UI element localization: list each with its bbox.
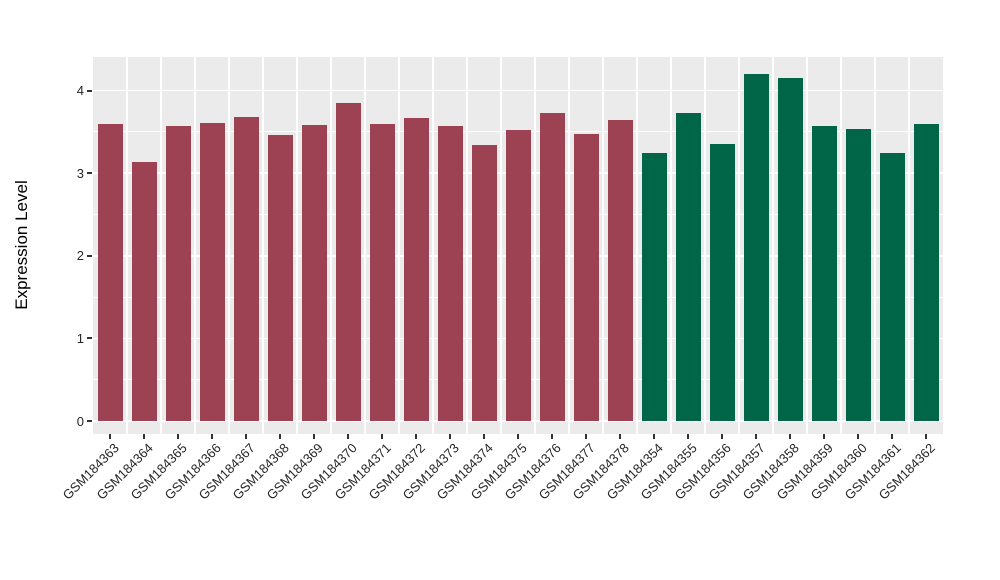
bar-GSM184369 bbox=[301, 125, 327, 421]
bar-GSM184374 bbox=[471, 145, 497, 421]
bar-GSM184376 bbox=[539, 112, 565, 421]
bar-GSM184378 bbox=[607, 119, 633, 421]
y-tick-mark bbox=[87, 420, 92, 422]
x-tick-mark bbox=[347, 434, 349, 439]
bar-GSM184367 bbox=[233, 117, 259, 421]
bar-GSM184354 bbox=[641, 153, 667, 421]
x-minor-gridline bbox=[840, 57, 842, 434]
y-axis-title-text: Expression Level bbox=[12, 180, 31, 310]
x-minor-gridline bbox=[772, 57, 774, 434]
bar-GSM184365 bbox=[165, 126, 191, 421]
x-tick-mark bbox=[415, 434, 417, 439]
y-major-gridline bbox=[93, 89, 943, 92]
x-tick-mark bbox=[143, 434, 145, 439]
bar-GSM184370 bbox=[335, 103, 361, 421]
bar-GSM184355 bbox=[675, 112, 701, 421]
x-minor-gridline bbox=[602, 57, 604, 434]
x-minor-gridline bbox=[194, 57, 196, 434]
x-tick-mark bbox=[619, 434, 621, 439]
bar-GSM184373 bbox=[437, 126, 463, 421]
bar-GSM184359 bbox=[811, 126, 837, 421]
bar-GSM184368 bbox=[267, 135, 293, 421]
x-tick-mark bbox=[551, 434, 553, 439]
x-minor-gridline bbox=[534, 57, 536, 434]
bar-GSM184361 bbox=[879, 153, 905, 421]
x-minor-gridline bbox=[670, 57, 672, 434]
x-tick-mark bbox=[687, 434, 689, 439]
bar-GSM184356 bbox=[709, 144, 735, 421]
y-major-gridline bbox=[93, 420, 943, 422]
bar-GSM184366 bbox=[199, 122, 225, 421]
x-minor-gridline bbox=[908, 57, 910, 434]
x-minor-gridline bbox=[466, 57, 468, 434]
y-tick-label: 3 bbox=[76, 165, 84, 181]
y-tick-mark bbox=[87, 254, 92, 257]
x-minor-gridline bbox=[126, 57, 128, 434]
bar-GSM184357 bbox=[743, 74, 769, 421]
bar-GSM184363 bbox=[97, 123, 123, 421]
x-tick-mark bbox=[449, 434, 451, 439]
bar-GSM184375 bbox=[505, 130, 531, 421]
x-minor-gridline bbox=[296, 57, 298, 434]
bar-GSM184360 bbox=[845, 129, 871, 421]
x-minor-gridline bbox=[568, 57, 570, 434]
x-tick-mark bbox=[245, 434, 247, 439]
y-tick-label: 1 bbox=[76, 330, 84, 346]
x-minor-gridline bbox=[228, 57, 230, 434]
x-tick-mark bbox=[211, 434, 213, 439]
y-tick-mark bbox=[87, 172, 92, 175]
x-tick-mark bbox=[857, 434, 859, 439]
x-minor-gridline bbox=[364, 57, 366, 434]
x-tick-mark bbox=[585, 434, 587, 439]
x-minor-gridline bbox=[636, 57, 638, 434]
y-tick-mark bbox=[87, 89, 92, 92]
plot-panel bbox=[93, 57, 943, 434]
bar-GSM184377 bbox=[573, 133, 599, 421]
bar-GSM184364 bbox=[131, 161, 157, 421]
bar-GSM184372 bbox=[403, 117, 429, 421]
bar-GSM184362 bbox=[913, 124, 939, 421]
x-tick-mark bbox=[755, 434, 757, 439]
x-minor-gridline bbox=[262, 57, 264, 434]
x-tick-mark bbox=[823, 434, 825, 439]
y-tick-label: 0 bbox=[76, 413, 84, 429]
x-tick-mark bbox=[313, 434, 315, 439]
x-tick-mark bbox=[925, 434, 927, 439]
x-minor-gridline bbox=[738, 57, 740, 434]
x-tick-mark bbox=[721, 434, 723, 439]
x-minor-gridline bbox=[432, 57, 434, 434]
x-minor-gridline bbox=[704, 57, 706, 434]
x-tick-mark bbox=[891, 434, 893, 439]
bar-GSM184371 bbox=[369, 123, 395, 421]
x-minor-gridline bbox=[398, 57, 400, 434]
x-tick-mark bbox=[109, 434, 111, 439]
x-tick-mark bbox=[653, 434, 655, 439]
x-tick-mark bbox=[483, 434, 485, 439]
y-tick-label: 4 bbox=[76, 83, 84, 99]
bar-GSM184358 bbox=[777, 78, 803, 421]
x-minor-gridline bbox=[806, 57, 808, 434]
y-tick-mark bbox=[87, 337, 92, 340]
x-tick-mark bbox=[517, 434, 519, 439]
x-minor-gridline bbox=[330, 57, 332, 434]
x-tick-mark bbox=[789, 434, 791, 439]
x-tick-mark bbox=[279, 434, 281, 439]
x-minor-gridline bbox=[500, 57, 502, 434]
x-tick-mark bbox=[381, 434, 383, 439]
x-tick-mark bbox=[177, 434, 179, 439]
x-minor-gridline bbox=[160, 57, 162, 434]
x-minor-gridline bbox=[874, 57, 876, 434]
y-tick-label: 2 bbox=[76, 248, 84, 264]
